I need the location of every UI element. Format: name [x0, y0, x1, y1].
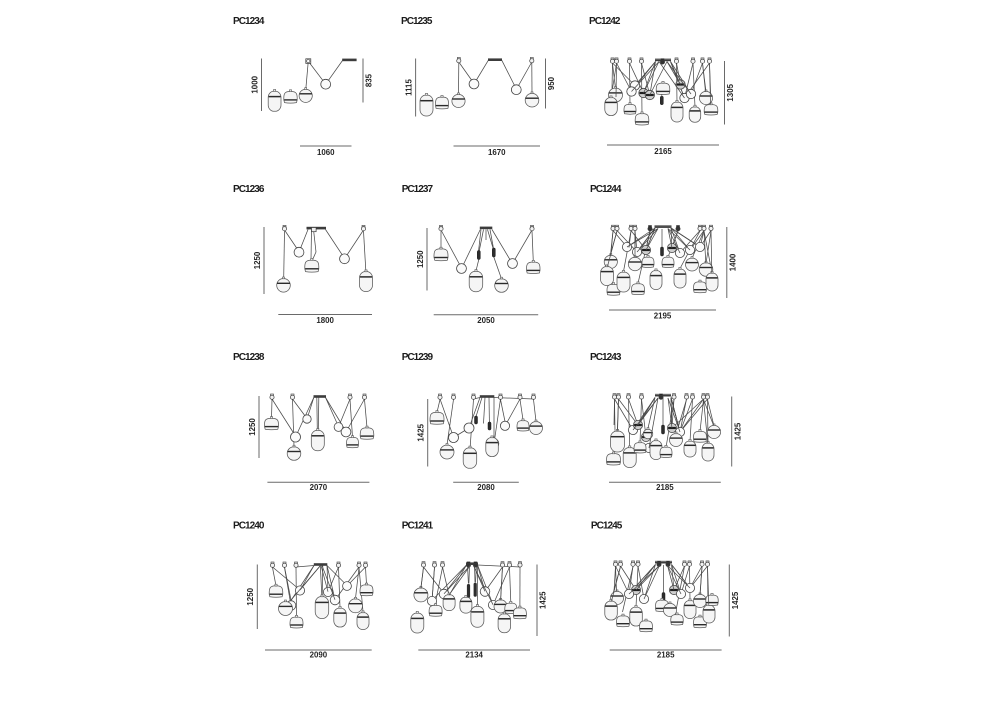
svg-text:835: 835 [365, 73, 374, 87]
svg-text:2090: 2090 [310, 651, 328, 660]
svg-text:1250: 1250 [416, 250, 425, 268]
svg-text:2185: 2185 [657, 651, 675, 660]
svg-text:2195: 2195 [654, 312, 672, 321]
svg-text:PC1235: PC1235 [401, 16, 433, 27]
svg-text:PC1245: PC1245 [591, 521, 623, 532]
svg-text:PC1244: PC1244 [590, 184, 622, 195]
svg-text:1000: 1000 [250, 75, 259, 93]
svg-text:PC1241: PC1241 [402, 521, 434, 532]
svg-text:2050: 2050 [477, 316, 495, 325]
svg-text:PC1237: PC1237 [402, 184, 434, 195]
svg-text:1060: 1060 [317, 148, 335, 157]
svg-text:1115: 1115 [404, 79, 413, 96]
svg-text:1250: 1250 [253, 251, 262, 269]
svg-text:2185: 2185 [656, 483, 674, 492]
svg-text:PC1234: PC1234 [233, 16, 265, 27]
svg-text:PC1240: PC1240 [233, 521, 265, 532]
svg-text:2165: 2165 [654, 147, 672, 156]
svg-text:1425: 1425 [733, 422, 742, 440]
svg-text:1305: 1305 [726, 83, 735, 101]
svg-text:2080: 2080 [477, 483, 495, 492]
svg-text:PC1239: PC1239 [402, 352, 434, 363]
svg-text:PC1242: PC1242 [589, 16, 621, 27]
svg-text:1425: 1425 [539, 591, 548, 609]
svg-text:1800: 1800 [316, 316, 334, 325]
svg-text:PC1243: PC1243 [590, 352, 622, 363]
svg-text:2134: 2134 [465, 651, 483, 660]
svg-text:1250: 1250 [246, 587, 255, 605]
svg-text:1425: 1425 [731, 591, 740, 609]
svg-text:2070: 2070 [310, 483, 328, 492]
svg-text:950: 950 [547, 76, 556, 90]
svg-text:1670: 1670 [488, 148, 506, 157]
svg-text:PC1236: PC1236 [233, 184, 265, 195]
svg-text:1425: 1425 [417, 423, 426, 441]
svg-text:PC1238: PC1238 [233, 352, 265, 363]
svg-text:1400: 1400 [728, 253, 737, 271]
svg-text:1250: 1250 [248, 418, 257, 436]
